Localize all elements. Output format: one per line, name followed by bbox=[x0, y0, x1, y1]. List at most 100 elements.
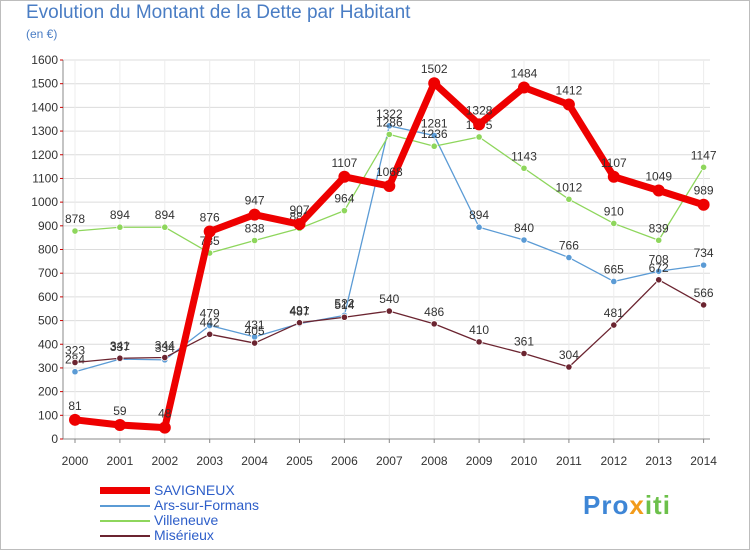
data-label: 1484 bbox=[511, 66, 538, 80]
x-tick-label: 2009 bbox=[466, 454, 493, 468]
data-point bbox=[520, 164, 528, 172]
x-tick-label: 2011 bbox=[556, 454, 582, 468]
y-tick-label: 200 bbox=[38, 385, 58, 399]
data-point bbox=[518, 81, 530, 94]
y-tick-label: 0 bbox=[51, 432, 58, 446]
data-label: 1236 bbox=[421, 127, 448, 141]
x-tick-label: 2014 bbox=[690, 454, 717, 468]
data-point bbox=[610, 277, 618, 286]
data-point bbox=[338, 170, 351, 183]
y-tick-label: 1400 bbox=[31, 100, 58, 114]
data-label: 734 bbox=[694, 246, 714, 260]
data-label: 410 bbox=[469, 323, 489, 337]
y-tick-label: 900 bbox=[38, 219, 58, 233]
data-point bbox=[116, 354, 124, 362]
legend-label: SAVIGNEUX bbox=[154, 482, 235, 498]
data-point bbox=[562, 98, 575, 111]
x-tick-label: 2004 bbox=[241, 454, 268, 468]
data-point bbox=[293, 218, 306, 231]
data-label: 878 bbox=[65, 212, 85, 226]
legend-item: Ars-sur-Formans bbox=[100, 497, 320, 513]
data-label: 405 bbox=[245, 324, 265, 338]
data-point bbox=[475, 223, 483, 231]
data-label: 48 bbox=[158, 407, 172, 421]
y-tick-label: 300 bbox=[38, 361, 58, 375]
data-point bbox=[69, 413, 81, 426]
data-point bbox=[655, 276, 663, 284]
y-tick-label: 1000 bbox=[31, 195, 58, 209]
data-point bbox=[430, 131, 438, 140]
data-point bbox=[473, 118, 486, 131]
x-tick-label: 2001 bbox=[107, 454, 134, 468]
data-label: 304 bbox=[559, 348, 579, 362]
data-label: 1049 bbox=[645, 170, 672, 184]
legend-label: Misérieux bbox=[154, 527, 214, 543]
data-point bbox=[520, 236, 528, 244]
data-label: 337 bbox=[110, 340, 130, 354]
legend-swatch bbox=[100, 520, 150, 522]
x-tick-label: 2008 bbox=[421, 454, 448, 468]
data-label: 894 bbox=[155, 208, 175, 222]
data-label: 766 bbox=[559, 239, 579, 253]
data-point bbox=[161, 223, 169, 231]
data-point bbox=[385, 122, 393, 130]
data-point bbox=[295, 319, 304, 327]
chart-subtitle: (en €) bbox=[26, 27, 58, 41]
data-label: 514 bbox=[334, 298, 354, 312]
y-tick-label: 1500 bbox=[31, 77, 58, 91]
data-point bbox=[71, 368, 79, 376]
data-label: 1107 bbox=[601, 156, 627, 170]
data-point bbox=[655, 236, 663, 244]
data-point bbox=[206, 330, 214, 338]
y-tick-label: 700 bbox=[38, 266, 58, 280]
x-tick-label: 2010 bbox=[511, 454, 538, 468]
data-label: 481 bbox=[604, 306, 624, 320]
data-point bbox=[520, 349, 528, 358]
data-label: 1281 bbox=[421, 117, 448, 131]
data-point bbox=[340, 313, 348, 321]
legend-swatch bbox=[100, 505, 150, 507]
y-tick-label: 100 bbox=[38, 408, 58, 422]
x-tick-label: 2007 bbox=[376, 454, 403, 468]
data-point bbox=[383, 180, 396, 193]
legend-item: Villeneuve bbox=[100, 512, 320, 528]
data-point bbox=[475, 338, 483, 346]
data-label: 947 bbox=[245, 194, 265, 208]
x-tick-label: 2013 bbox=[645, 454, 672, 468]
data-point bbox=[652, 184, 665, 197]
proxiti-logo: Proxiti bbox=[583, 490, 671, 520]
data-point bbox=[385, 307, 393, 315]
data-label: 334 bbox=[155, 341, 175, 355]
data-label: 1502 bbox=[421, 62, 448, 76]
data-point bbox=[248, 208, 261, 221]
data-label: 566 bbox=[694, 286, 714, 300]
data-label: 876 bbox=[200, 210, 220, 224]
legend-swatch bbox=[100, 487, 150, 494]
x-tick-label: 2003 bbox=[196, 454, 223, 468]
data-point bbox=[251, 236, 259, 245]
data-label: 1107 bbox=[331, 156, 357, 170]
data-label: 1322 bbox=[376, 107, 403, 121]
data-point bbox=[699, 301, 708, 309]
y-tick-label: 1200 bbox=[31, 148, 58, 162]
data-label: 1328 bbox=[466, 103, 493, 117]
data-label: 894 bbox=[469, 208, 489, 222]
legend-label: Ars-sur-Formans bbox=[154, 497, 260, 513]
data-label: 672 bbox=[649, 261, 669, 275]
legend-swatch bbox=[100, 535, 150, 537]
data-point bbox=[158, 421, 171, 434]
data-label: 341 bbox=[110, 339, 130, 353]
data-label: 894 bbox=[110, 208, 130, 222]
data-point bbox=[610, 219, 618, 228]
data-label: 964 bbox=[334, 192, 354, 206]
data-label: 840 bbox=[514, 221, 534, 235]
data-point bbox=[607, 170, 620, 183]
data-label: 323 bbox=[65, 343, 85, 357]
data-point bbox=[565, 195, 573, 203]
data-label: 1286 bbox=[376, 115, 403, 129]
line-chart: 0 100 200 300 400 500 600 700 800 900 1000 1100 1200… bbox=[31, 53, 717, 468]
data-point bbox=[610, 321, 618, 329]
data-point bbox=[206, 321, 214, 330]
data-point bbox=[655, 267, 663, 275]
x-tick-label: 2006 bbox=[331, 454, 358, 468]
